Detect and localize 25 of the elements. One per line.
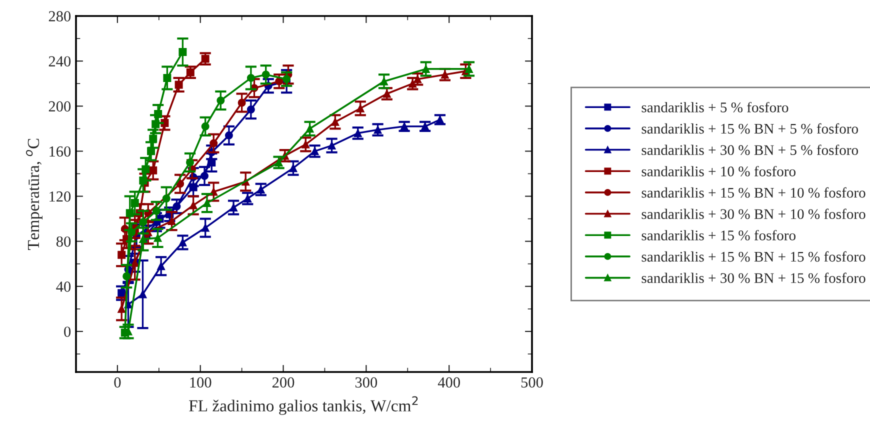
y-tick-label: 160	[50, 146, 71, 157]
y-tick-label: 0	[64, 326, 71, 337]
legend-label: sandariklis + 10 % fosforo	[642, 166, 796, 176]
legend-label: sandariklis + 15 % BN + 5 % fosforo	[642, 123, 858, 134]
y-tick-label: 240	[48, 56, 71, 67]
legend-label: sandariklis + 15 % fosforo	[642, 230, 796, 240]
x-tick-label: 100	[190, 377, 212, 388]
x-tick-label: 400	[438, 377, 460, 388]
y-axis-title: Temperatūra, $^{o}$C	[26, 138, 42, 250]
x-tick-label: 0	[114, 377, 121, 388]
y-tick-label: 120	[50, 191, 71, 202]
legend-label: sandariklis + 30 % BN + 10 % fosforo	[642, 208, 866, 220]
y-tick-label: 200	[48, 101, 71, 112]
legend-label: sandariklis + 30 % BN + 5 % fosforo	[642, 144, 858, 156]
legend-label: sandariklis + 15 % BN + 15 % fosforo	[642, 251, 866, 262]
x-axis-title: FL žadinimo galios tankis, W/cm$^{2}$	[189, 396, 418, 415]
legend-label: sandariklis + 5 % fosforo	[642, 102, 788, 112]
y-tick-label: 280	[48, 11, 71, 22]
legend-label: sandariklis + 15 % BN + 10 % fosforo	[642, 187, 866, 198]
legend-label: sandariklis + 30 % BN + 15 % fosforo	[642, 272, 866, 284]
x-tick-label: 500	[521, 377, 543, 388]
y-tick-label: 40	[56, 282, 71, 292]
x-tick-label: 200	[272, 377, 294, 388]
y-tick-label: 80	[56, 236, 71, 247]
x-tick-label: 300	[355, 377, 378, 388]
